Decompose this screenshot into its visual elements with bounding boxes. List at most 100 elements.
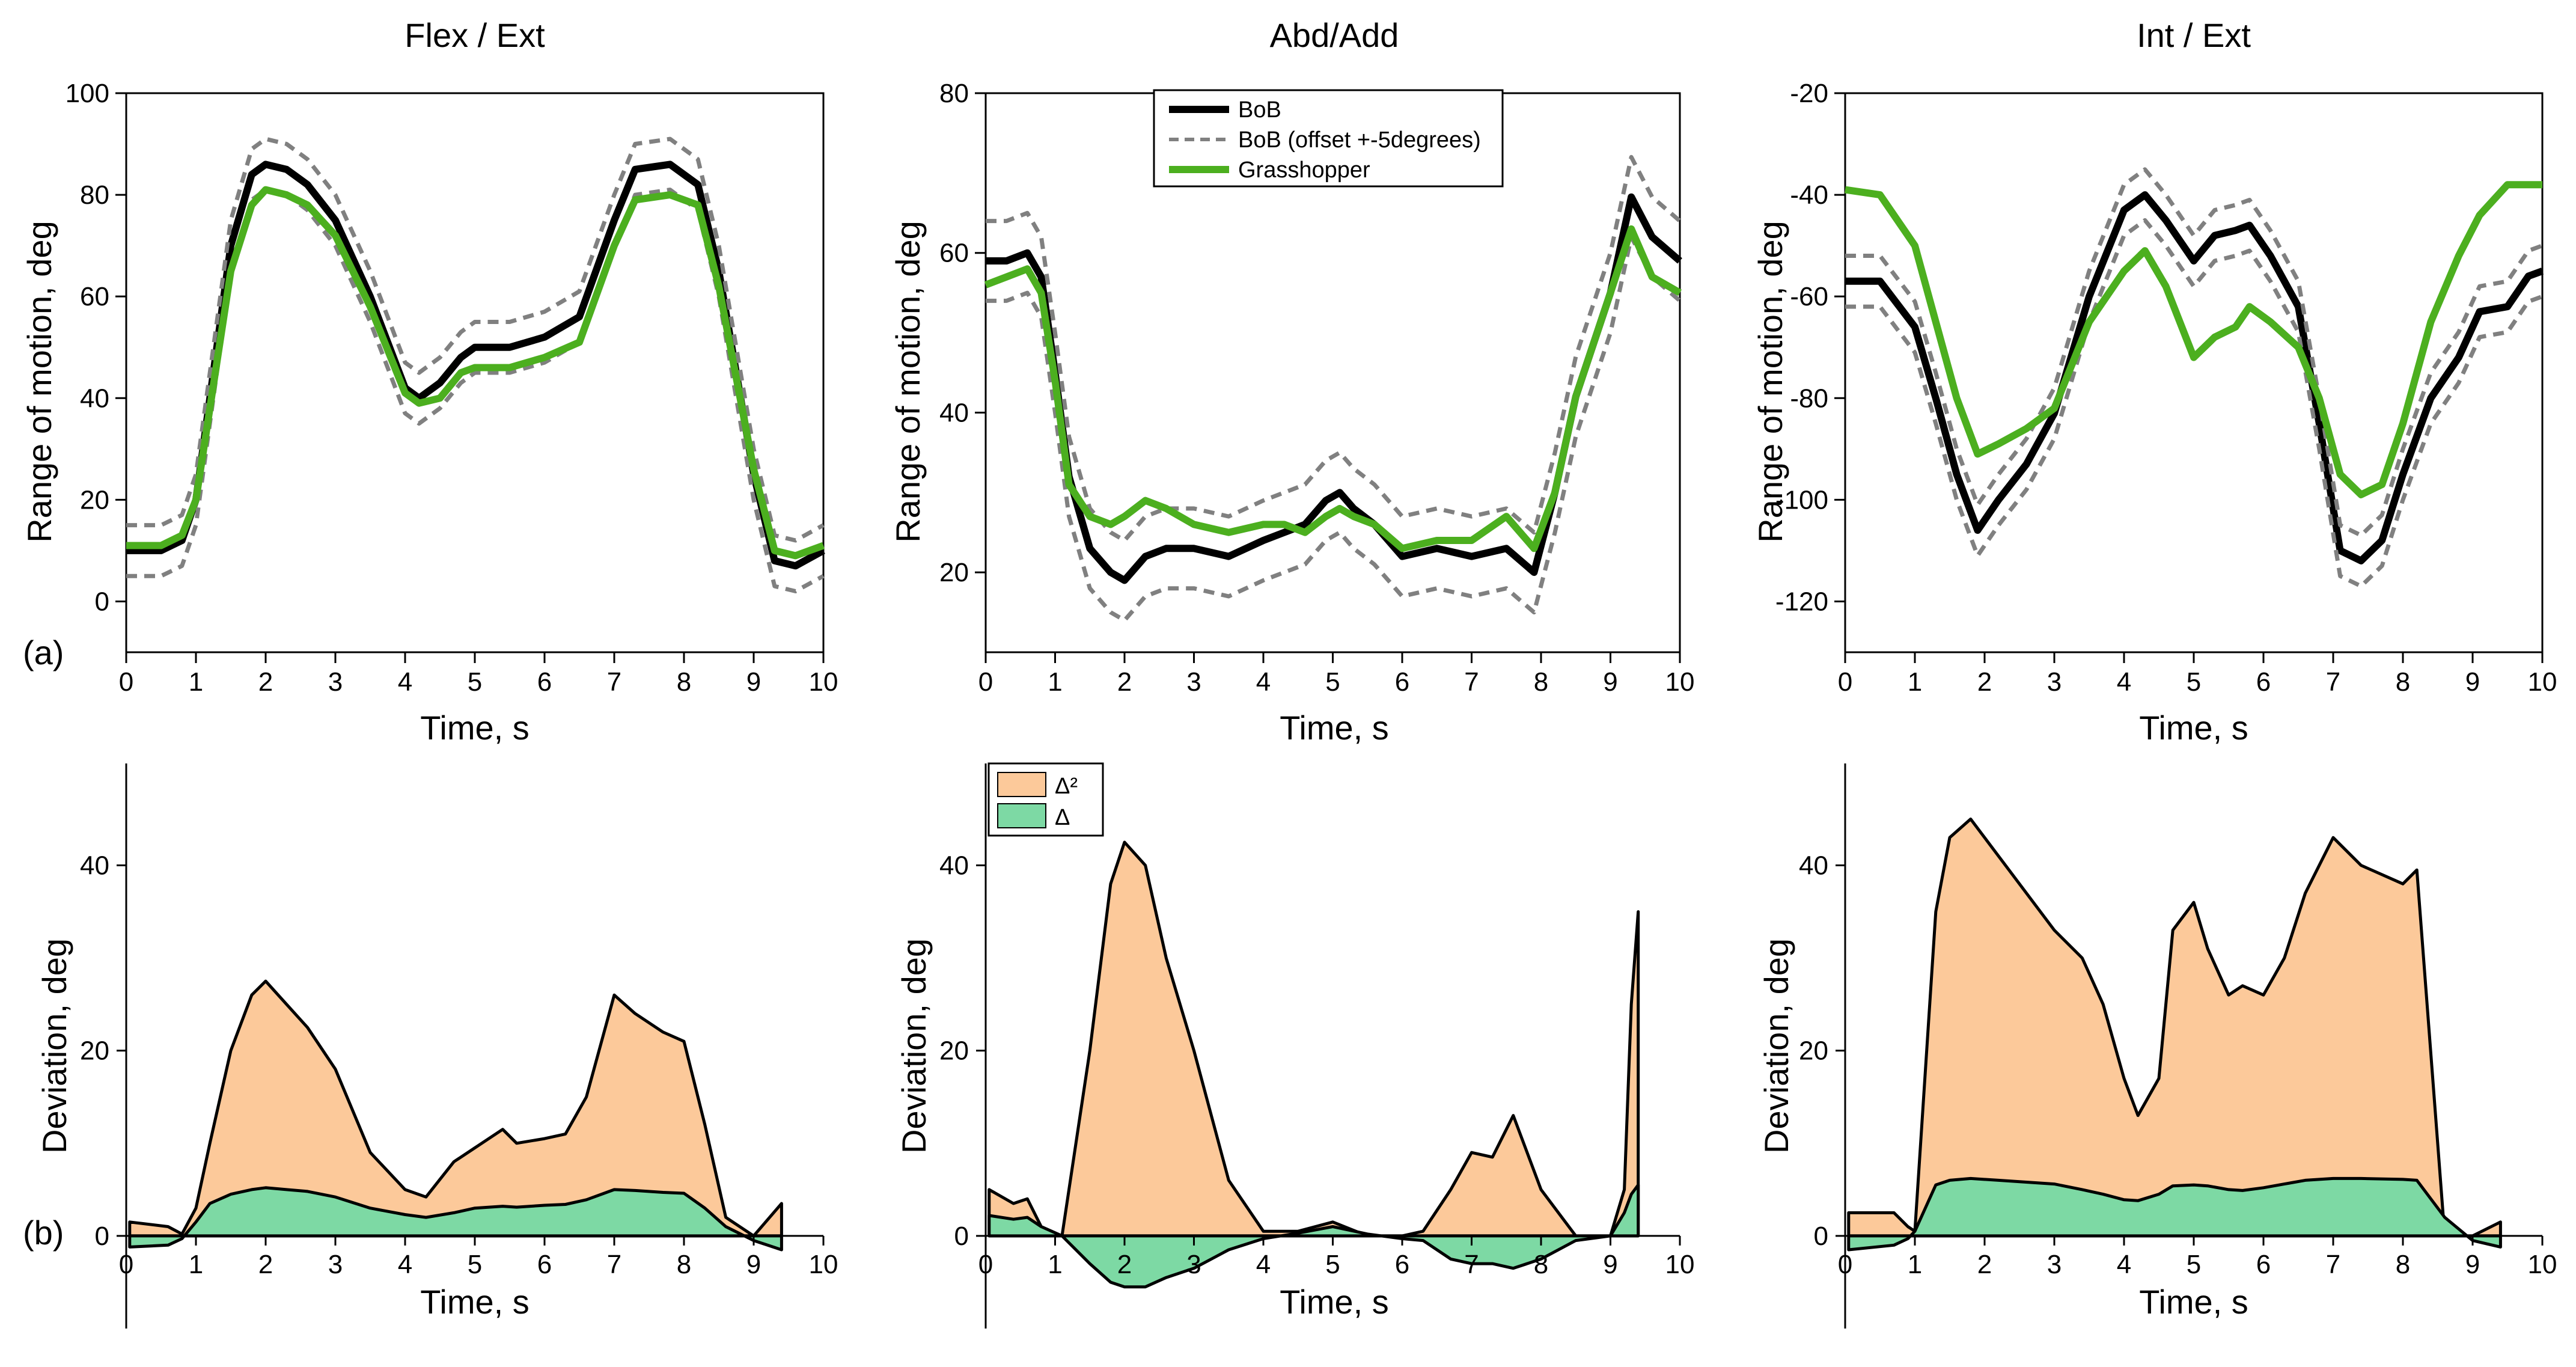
y-tick-label: 80 [939, 79, 969, 108]
x-tick-label: 0 [119, 667, 133, 697]
series-bob-offset-5degrees-upper [986, 154, 1682, 543]
x-tick-label: 3 [328, 667, 343, 697]
legend-swatch-delta [997, 803, 1046, 828]
series-bob-offset-5degrees-lower [986, 234, 1682, 623]
x-axis-title: Time, s [1280, 709, 1388, 747]
x-tick-label: 10 [2528, 1250, 2557, 1279]
x-tick-label: 7 [607, 667, 621, 697]
chart-abd-add-deviation: Time, s Deviation, deg 0 1 2 3 4 5 6 7 8 9 10 0 20 40 [895, 763, 1694, 1329]
x-tick-label: 0 [978, 667, 993, 697]
series-grasshopper [984, 225, 1682, 552]
x-tick-label: 4 [2117, 667, 2131, 697]
x-axis-title: Time, s [2139, 1283, 2248, 1321]
x-tick-label: 7 [1464, 1250, 1479, 1279]
y-tick-label: 20 [939, 558, 969, 587]
x-axis-title: Time, s [2139, 709, 2248, 747]
y-tick-label: 0 [95, 587, 109, 616]
x-tick-label: 8 [2396, 667, 2410, 697]
x-tick-label: 0 [1838, 667, 1852, 697]
x-tick-label: 2 [258, 1250, 273, 1279]
x-tick-label: 8 [1534, 1250, 1548, 1279]
x-tick-label: 4 [1256, 667, 1271, 697]
y-tick-label: 20 [80, 485, 109, 515]
legend-label-bob-offset: BoB (offset +-5degrees) [1238, 127, 1481, 153]
area-delta-squared [987, 840, 1640, 1238]
y-tick-label: -100 [1775, 485, 1828, 515]
y-tick-label: 20 [1799, 1036, 1828, 1066]
chart-int-ext-rom: Int / Ext Time, s Range of motion, deg 0… [1751, 16, 2557, 747]
legend-bottom: Δ² Δ [987, 762, 1104, 837]
x-tick-label: 5 [2187, 1250, 2201, 1279]
x-tick-label: 2 [1117, 667, 1132, 697]
series-bob [1845, 191, 2544, 564]
x-tick-label: 10 [2528, 667, 2557, 697]
y-axis-title: Deviation, deg [895, 938, 933, 1154]
y-axis-title: Range of motion, deg [1751, 221, 1789, 542]
x-tick-label: 2 [1977, 667, 1992, 697]
y-tick-label: -20 [1790, 79, 1828, 108]
y-tick-label: 100 [66, 79, 109, 108]
x-tick-label: 0 [1838, 1250, 1852, 1279]
legend-swatch-delta-squared [997, 772, 1046, 797]
series-bob-offset-5degrees-lower [126, 188, 825, 593]
legend-label-bob: BoB [1238, 97, 1281, 123]
x-tick-label: 4 [2117, 1250, 2131, 1279]
panel-label-b: (b) [23, 1214, 64, 1252]
x-tick-label: 5 [1325, 1250, 1340, 1279]
x-tick-label: 9 [2465, 1250, 2480, 1279]
x-tick-label: 5 [468, 667, 482, 697]
x-tick-label: 10 [809, 667, 838, 697]
x-tick-label: 6 [537, 667, 552, 697]
x-tick-label: 8 [2396, 1250, 2410, 1279]
chart-title: Flex / Ext [404, 16, 545, 54]
x-tick-label: 10 [1665, 1250, 1695, 1279]
x-tick-label: 6 [1395, 1250, 1409, 1279]
legend-label-delta-squared: Δ² [1055, 774, 1078, 799]
x-tick-label: 9 [1603, 1250, 1617, 1279]
x-tick-label: 4 [398, 667, 412, 697]
y-tick-label: 20 [80, 1036, 109, 1066]
series-bob-offset-5degrees-lower [1845, 218, 2544, 589]
y-tick-label: -60 [1790, 282, 1828, 311]
x-axis-title: Time, s [1280, 1283, 1388, 1321]
area-delta-squared [1847, 818, 2502, 1238]
x-tick-label: 9 [746, 667, 761, 697]
x-tick-label: 1 [189, 1250, 203, 1279]
x-tick-label: 0 [978, 1250, 993, 1279]
y-tick-label: 60 [939, 239, 969, 268]
x-tick-label: 7 [2326, 1250, 2340, 1279]
legend-label-delta: Δ [1055, 805, 1070, 830]
y-tick-label: 80 [80, 180, 109, 210]
x-tick-label: 4 [398, 1250, 412, 1279]
x-tick-label: 3 [2047, 1250, 2062, 1279]
x-tick-label: 5 [468, 1250, 482, 1279]
x-tick-label: 9 [1603, 667, 1617, 697]
x-tick-label: 9 [2465, 667, 2480, 697]
x-tick-label: 8 [677, 1250, 691, 1279]
x-tick-label: 1 [1908, 667, 1922, 697]
x-tick-label: 5 [2187, 667, 2201, 697]
series-grasshopper [1845, 181, 2542, 498]
legend-top: BoB BoB (offset +-5degrees) Grasshopper [1153, 89, 1504, 188]
y-tick-label: 40 [939, 398, 969, 427]
x-tick-label: 2 [1977, 1250, 1992, 1279]
x-tick-label: 1 [1048, 1250, 1062, 1279]
x-tick-label: 4 [1256, 1250, 1271, 1279]
area-delta [1847, 1176, 2502, 1252]
x-axis-title: Time, s [420, 709, 529, 747]
area-delta-squared [128, 979, 783, 1238]
y-tick-label: -80 [1790, 384, 1828, 413]
x-tick-label: 8 [1534, 667, 1548, 697]
x-tick-label: 6 [2256, 1250, 2271, 1279]
y-tick-label: -40 [1790, 180, 1828, 210]
x-tick-label: 2 [258, 667, 273, 697]
y-tick-label: 40 [80, 851, 109, 881]
y-tick-label: 20 [939, 1036, 969, 1066]
x-tick-label: 6 [537, 1250, 552, 1279]
x-axis-title: Time, s [420, 1283, 529, 1321]
y-tick-label: -120 [1775, 587, 1828, 616]
y-axis-title: Deviation, deg [35, 938, 73, 1154]
x-tick-label: 3 [1186, 1250, 1201, 1279]
y-tick-label: 0 [95, 1222, 109, 1251]
